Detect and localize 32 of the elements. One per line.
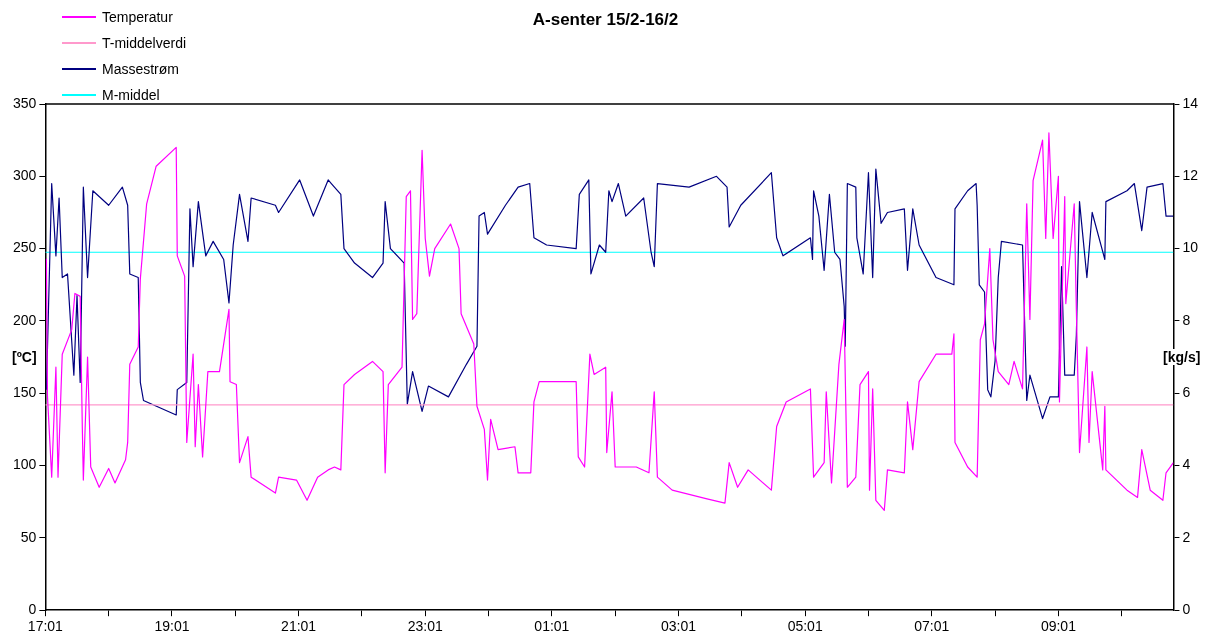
x-tick-label: 19:01	[154, 618, 190, 635]
x-tick-label: 05:01	[787, 618, 823, 635]
y-tick-label: 0	[28, 601, 37, 618]
legend-label: T-middelverdi	[102, 35, 187, 51]
y2-tick-label: 4	[1182, 456, 1191, 473]
y2-tick-label: 10	[1182, 239, 1199, 256]
y-tick-label: 150	[13, 384, 37, 401]
x-tick-label: 07:01	[914, 618, 950, 635]
x-tick-label: 01:01	[534, 618, 570, 635]
y2-tick-label: 12	[1182, 167, 1199, 184]
y2-tick-label: 2	[1182, 528, 1191, 545]
y2-tick-label: 0	[1182, 601, 1191, 618]
legend-label: M-middel	[102, 87, 160, 103]
y-tick-label: 250	[13, 239, 37, 256]
y-axis-title: [ºC]	[12, 349, 37, 365]
y2-axis-title: [kg/s]	[1163, 349, 1201, 365]
x-tick-label: 09:01	[1040, 618, 1077, 635]
x-tick-label: 03:01	[660, 618, 697, 635]
y2-tick-label: 8	[1182, 311, 1191, 328]
y-tick-label: 50	[20, 528, 37, 545]
chart-title: A-senter 15/2-16/2	[532, 10, 679, 29]
y-tick-label: 350	[13, 94, 37, 111]
x-tick-label: 23:01	[407, 618, 443, 635]
y-tick-label: 300	[13, 167, 37, 184]
x-tick-label: 17:01	[27, 618, 64, 635]
y-tick-label: 200	[13, 311, 37, 328]
legend-label: Massestrøm	[102, 61, 179, 77]
legend-label: Temperatur	[102, 9, 173, 25]
y2-tick-label: 14	[1182, 94, 1199, 111]
x-tick-label: 21:01	[281, 618, 317, 635]
y-tick-label: 100	[13, 456, 37, 473]
y2-tick-label: 6	[1182, 384, 1191, 401]
